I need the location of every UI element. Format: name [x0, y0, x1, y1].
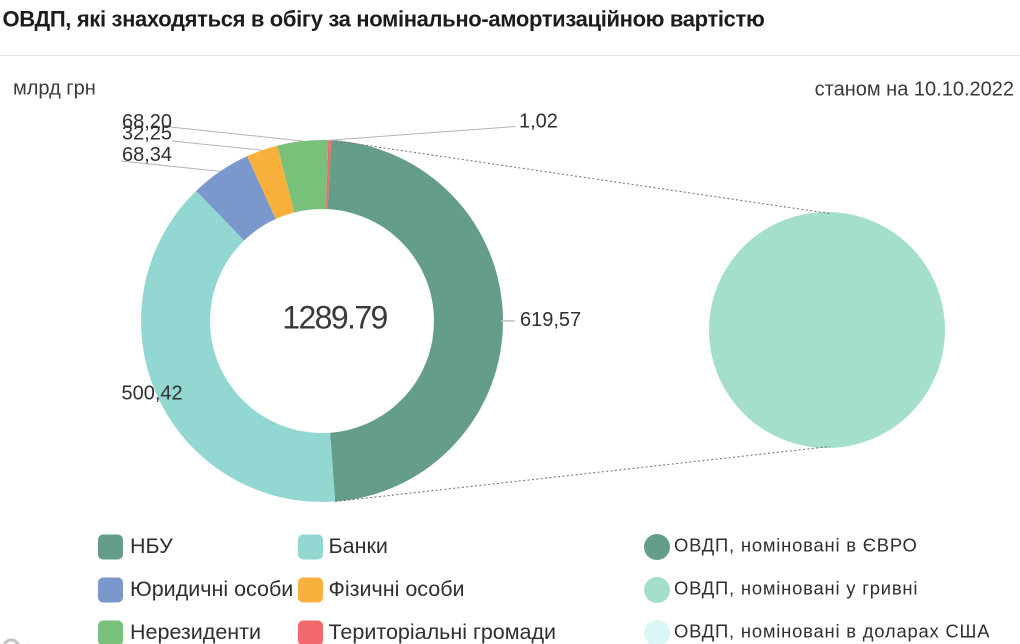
svg-text:619,57: 619,57	[520, 309, 581, 331]
svg-text:станом на 10.10.2022: станом на 10.10.2022	[815, 79, 1014, 101]
svg-text:32,25: 32,25	[122, 123, 172, 145]
svg-text:Банки: Банки	[329, 534, 388, 558]
svg-text:500,42: 500,42	[122, 382, 183, 404]
svg-text:Нерезиденти: Нерезиденти	[130, 620, 261, 644]
svg-text:Юридичні особи: Юридичні особи	[130, 577, 293, 601]
svg-text:Територіальні громади: Територіальні громади	[329, 620, 557, 644]
svg-text:ОВДП, номіновані в ЄВРО: ОВДП, номіновані в ЄВРО	[674, 535, 918, 556]
svg-text:млрд грн: млрд грн	[13, 78, 96, 100]
svg-text:ОВДП, які знаходяться в обігу: ОВДП, які знаходяться в обігу за номінал…	[3, 7, 765, 32]
svg-text:68,34: 68,34	[122, 144, 172, 166]
svg-text:НБУ: НБУ	[130, 534, 173, 558]
svg-text:ОВДП, номіновані в доларах США: ОВДП, номіновані в доларах США	[674, 621, 990, 642]
svg-text:68,20: 68,20	[122, 111, 172, 133]
svg-text:Фізичні особи: Фізичні особи	[329, 577, 465, 601]
svg-text:1289.79: 1289.79	[282, 300, 387, 336]
svg-text:ОВДП, номіновані у гривні: ОВДП, номіновані у гривні	[674, 578, 918, 599]
svg-text:1,02: 1,02	[519, 111, 558, 133]
